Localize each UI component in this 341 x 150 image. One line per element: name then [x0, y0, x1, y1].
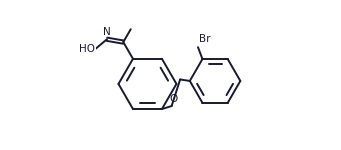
Text: N: N: [103, 27, 111, 37]
Text: O: O: [169, 94, 177, 104]
Text: HO: HO: [79, 44, 95, 54]
Text: Br: Br: [199, 34, 211, 44]
